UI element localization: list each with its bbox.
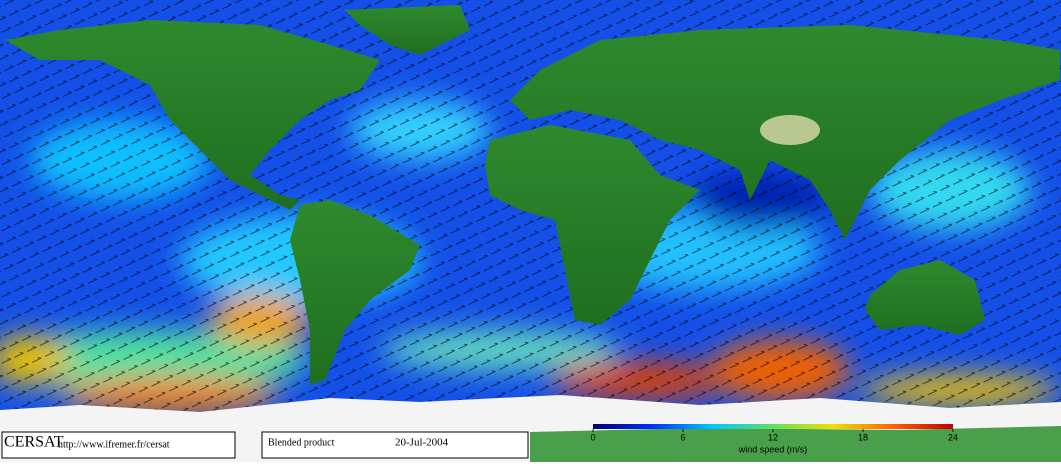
url: http://www.ifremer.fr/cersat — [58, 439, 170, 450]
colorbar-tick-label: 6 — [680, 432, 685, 442]
logo: CERSAT — [4, 434, 64, 451]
colorbar — [593, 424, 953, 429]
colorbar-label: wind speed (m/s) — [738, 444, 808, 454]
colorbar-tick-label: 18 — [858, 432, 868, 442]
continents — [5, 5, 1060, 385]
product: Blended product — [268, 437, 335, 448]
colorbar-tick-label: 12 — [768, 432, 778, 442]
antarctica-land — [530, 426, 1061, 462]
australia — [865, 260, 985, 335]
south-america — [290, 200, 420, 385]
logo-box — [1, 431, 236, 459]
tibet — [760, 115, 820, 145]
colorbar-tick-label: 24 — [948, 432, 958, 442]
product-box — [261, 431, 529, 459]
north-america — [5, 20, 380, 210]
africa — [485, 125, 700, 325]
date: 20-Jul-2004 — [395, 437, 449, 449]
colorbar-tick-label: 0 — [590, 432, 595, 442]
greenland — [345, 5, 470, 55]
